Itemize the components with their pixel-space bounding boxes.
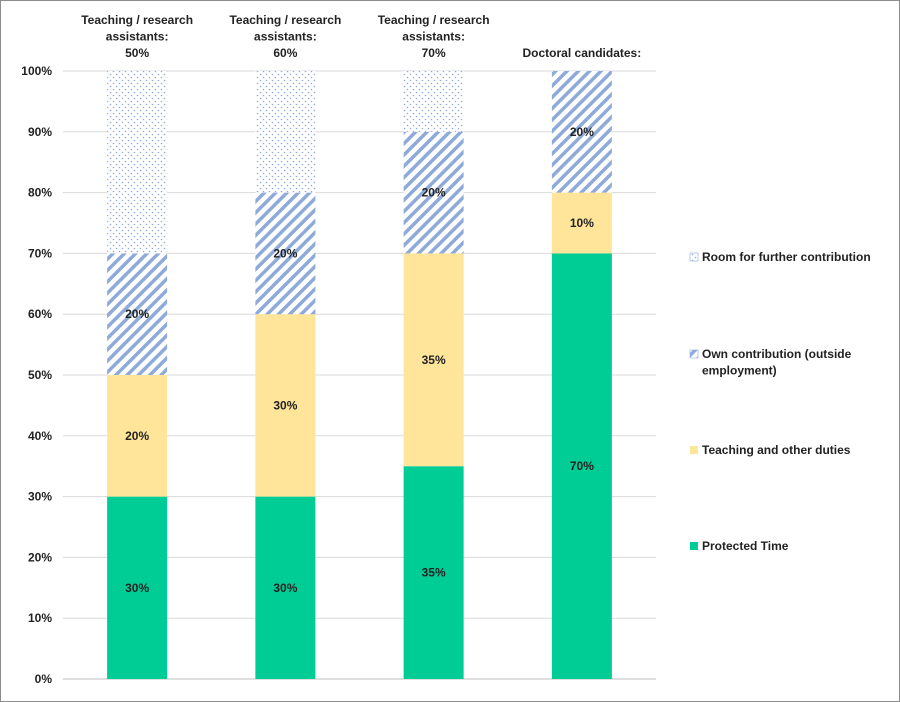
bar-segment: [551, 71, 612, 193]
data-label: 30%: [273, 398, 297, 412]
y-tick-label: 30%: [28, 490, 52, 504]
category-label: Teaching / research: [378, 13, 490, 27]
y-tick-label: 20%: [28, 550, 52, 564]
bar-segment: [551, 253, 612, 679]
bars: [107, 71, 612, 679]
legend: Room for further contribution Own contrib…: [689, 250, 871, 553]
data-labels: 30% 20% 20% 30% 30% 20% 35% 35% 20% 70% 10% 20%: [125, 125, 594, 595]
bar-segment: [107, 253, 168, 375]
data-label: 30%: [125, 581, 149, 595]
category-label: 60%: [273, 46, 297, 60]
data-label: 35%: [422, 566, 446, 580]
bar-segment: [107, 71, 168, 254]
y-axis: 0% 10% 20% 30% 40% 50% 60% 70% 80% 90% 100%: [21, 64, 52, 686]
bar-segment: [107, 496, 168, 679]
y-tick-label: 40%: [28, 429, 52, 443]
bar-segment: [403, 131, 464, 254]
data-label: 20%: [273, 246, 297, 260]
category-label: assistants:: [106, 30, 169, 44]
legend-label: Protected Time: [702, 539, 789, 553]
category-label: Teaching / research: [229, 13, 341, 27]
y-tick-label: 100%: [21, 64, 52, 78]
data-label: 35%: [422, 353, 446, 367]
y-tick-label: 90%: [28, 125, 52, 139]
data-label: 30%: [273, 581, 297, 595]
legend-label: Own contribution (outside: [702, 347, 852, 361]
legend-swatch: [690, 446, 698, 454]
legend-label: Teaching and other duties: [702, 443, 851, 457]
data-label: 70%: [570, 459, 594, 473]
y-tick-label: 80%: [28, 186, 52, 200]
category-label: assistants:: [402, 30, 465, 44]
bar-segment: [403, 466, 464, 679]
legend-label: Room for further contribution: [702, 250, 871, 264]
bar-segment: [255, 192, 316, 315]
legend-swatch: [690, 542, 698, 550]
data-label: 10%: [570, 216, 594, 230]
data-label: 20%: [125, 429, 149, 443]
category-label: 70%: [422, 46, 446, 60]
category-label: Doctoral candidates:: [523, 46, 642, 60]
y-tick-label: 0%: [35, 672, 53, 686]
y-tick-label: 50%: [28, 368, 52, 382]
bar-segment: [403, 253, 464, 467]
legend-swatch: [689, 349, 699, 359]
bar-segment: [107, 375, 168, 497]
category-labels: Teaching / research assistants: 50% Teachin…: [81, 13, 641, 60]
legend-label: employment): [702, 364, 777, 378]
y-tick-label: 10%: [28, 611, 52, 625]
y-tick-label: 70%: [28, 246, 52, 260]
y-tick-label: 60%: [28, 307, 52, 321]
data-label: 20%: [125, 307, 149, 321]
legend-swatch: [689, 252, 699, 262]
data-label: 20%: [422, 186, 446, 200]
bar-segment: [255, 496, 316, 679]
data-label: 20%: [570, 125, 594, 139]
bar-segment: [255, 314, 316, 497]
bar-segment: [551, 192, 612, 254]
category-label: Teaching / research: [81, 13, 193, 27]
bar-segment: [403, 71, 464, 132]
category-label: assistants:: [254, 30, 317, 44]
bar-segment: [255, 71, 316, 193]
category-label: 50%: [125, 46, 149, 60]
